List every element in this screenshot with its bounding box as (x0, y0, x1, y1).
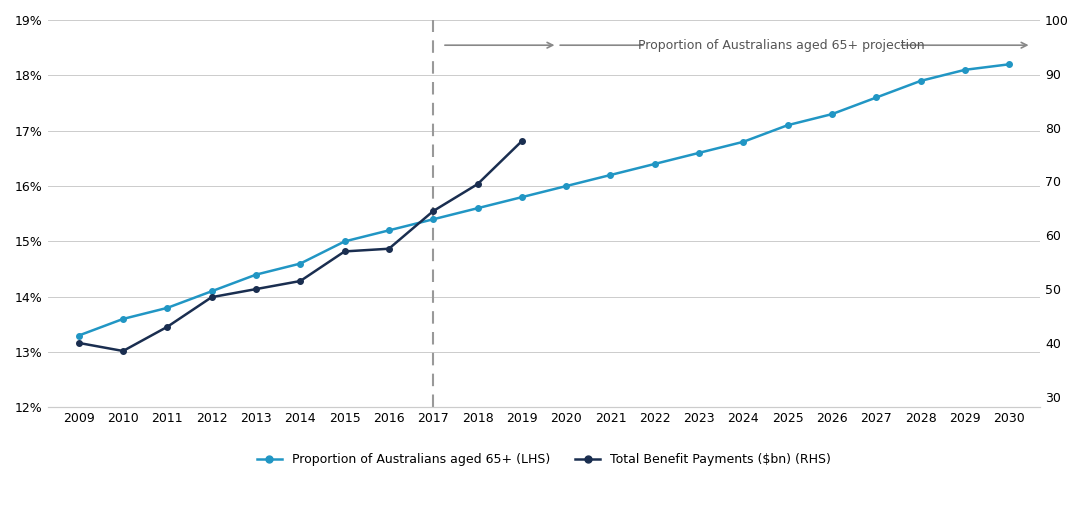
Text: Proportion of Australians aged 65+ projection: Proportion of Australians aged 65+ proje… (638, 38, 925, 52)
Legend: Proportion of Australians aged 65+ (LHS), Total Benefit Payments ($bn) (RHS): Proportion of Australians aged 65+ (LHS)… (251, 448, 836, 471)
